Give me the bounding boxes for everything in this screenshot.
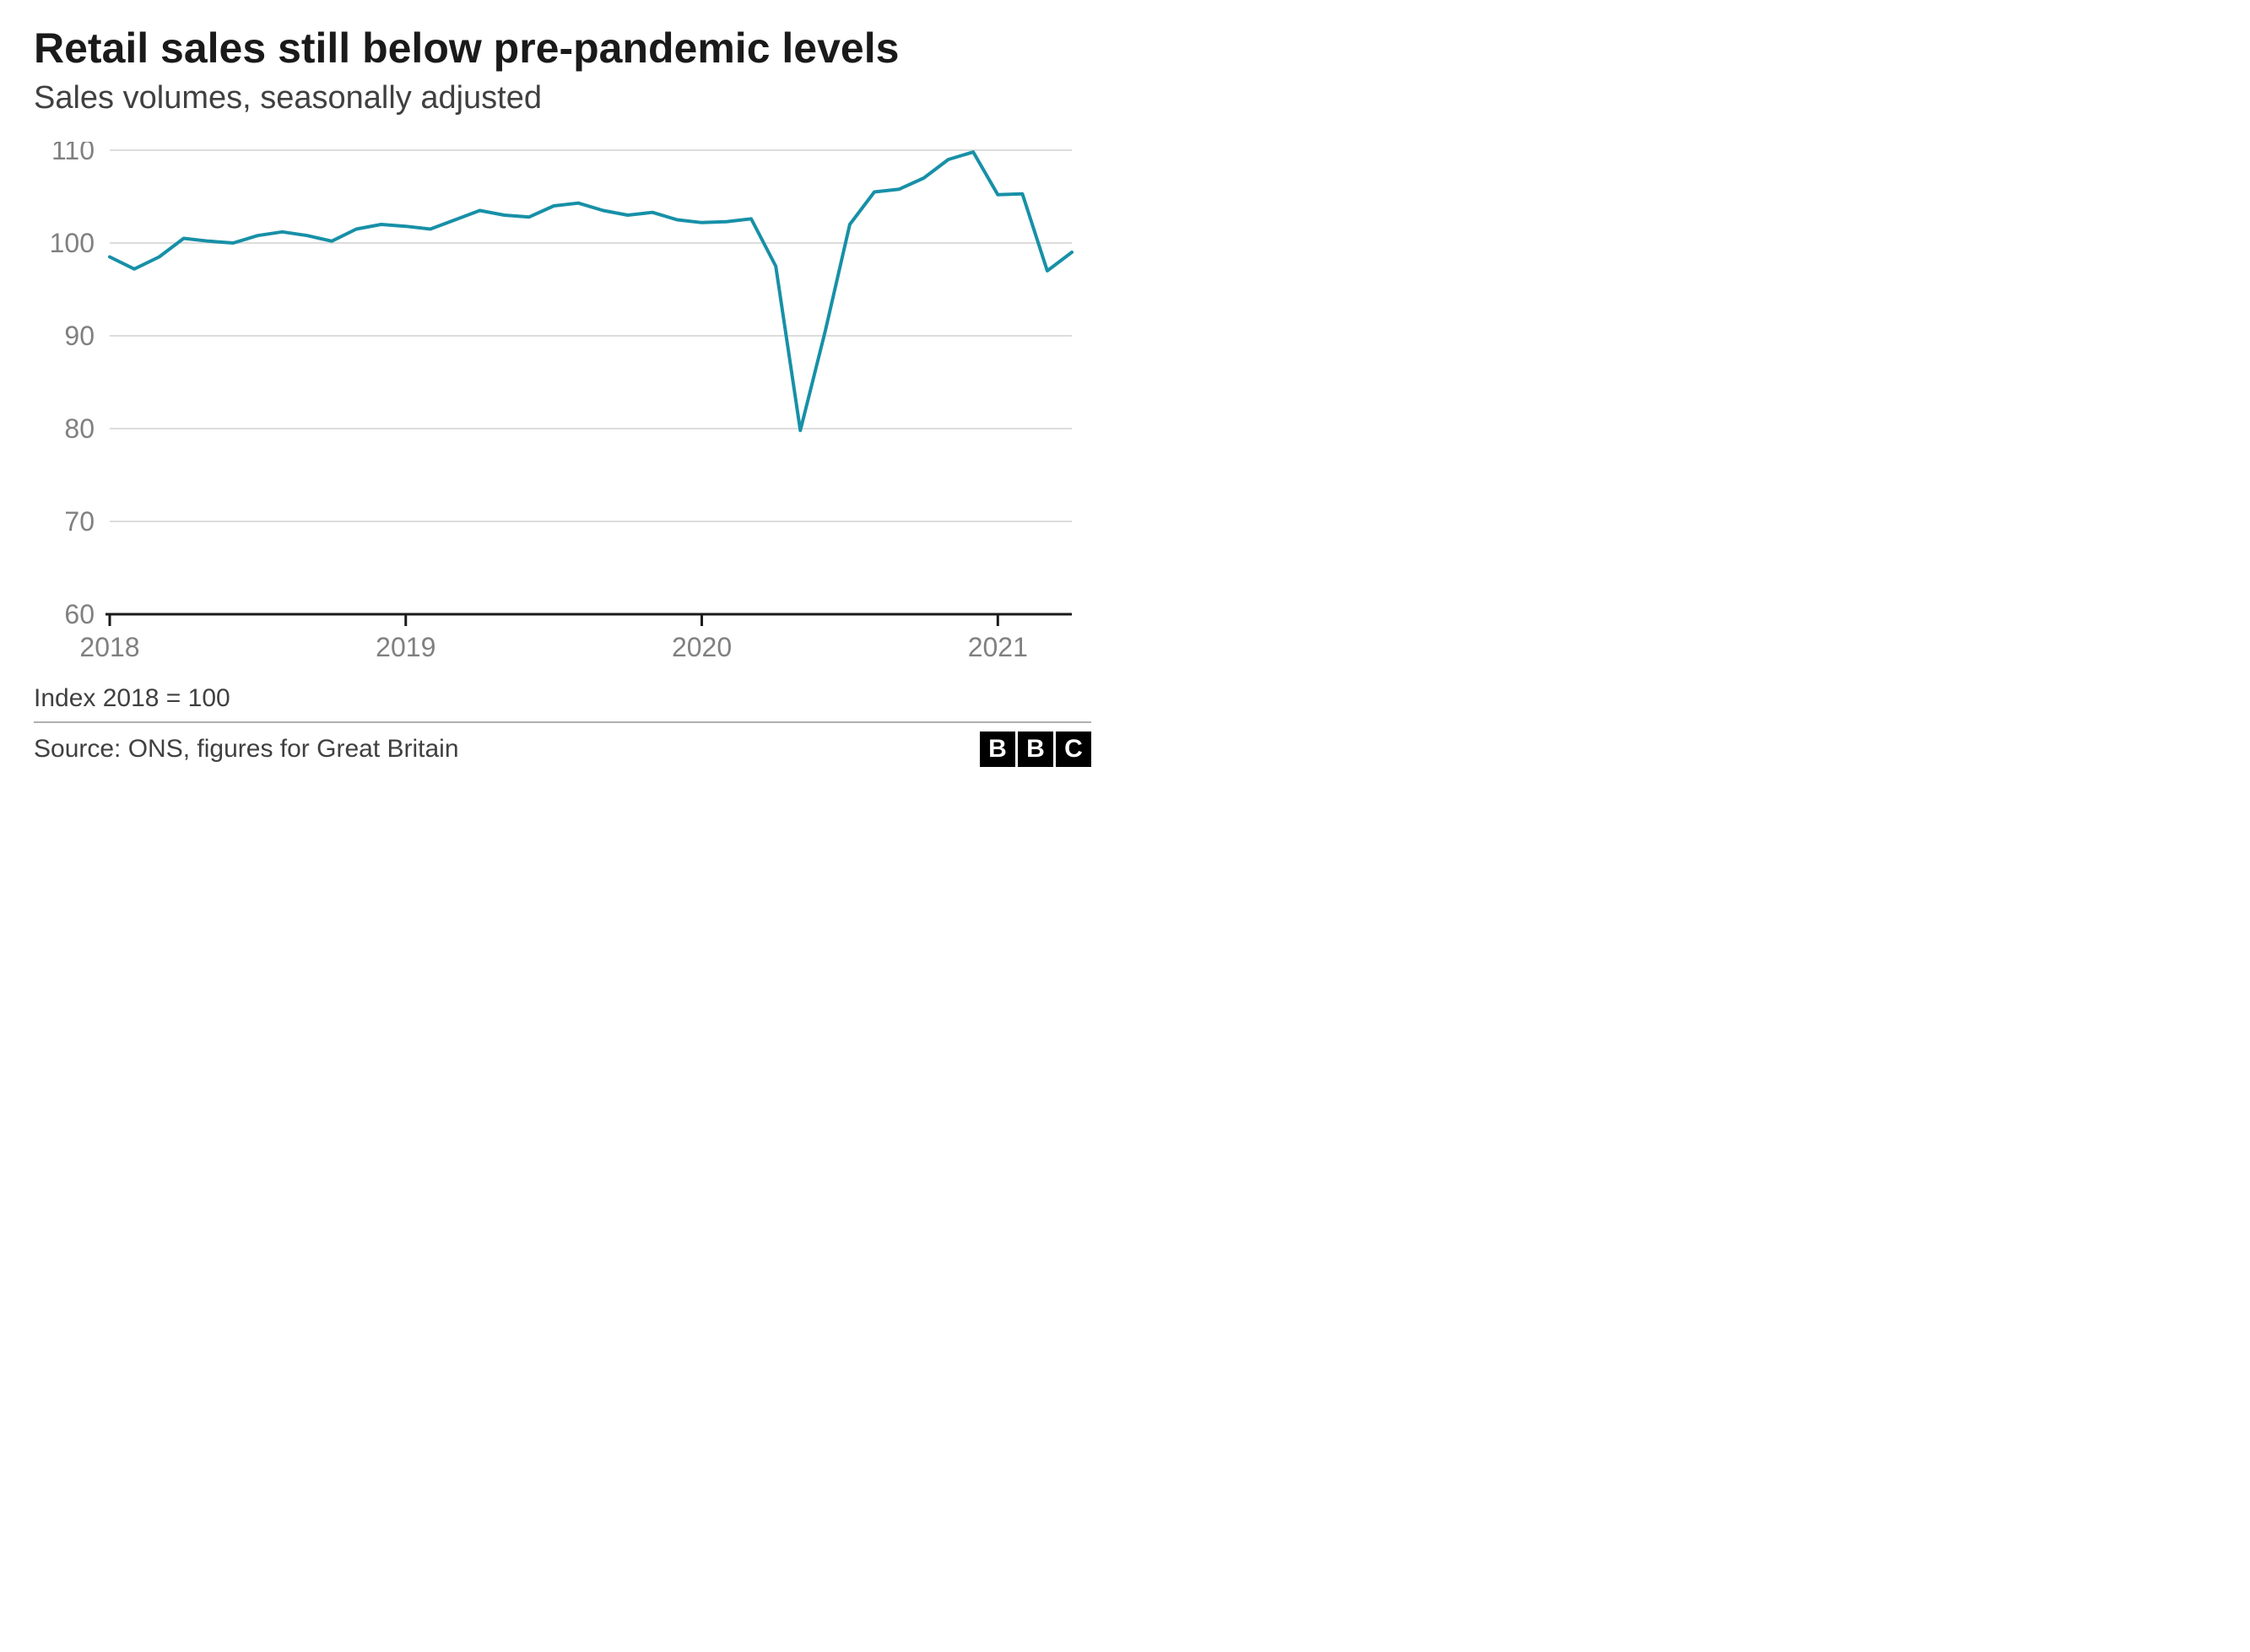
chart-container: Retail sales still below pre-pandemic le… xyxy=(0,0,1125,826)
svg-text:2021: 2021 xyxy=(968,632,1028,662)
svg-text:110: 110 xyxy=(51,142,95,165)
svg-text:2018: 2018 xyxy=(79,632,139,662)
svg-text:100: 100 xyxy=(50,228,95,258)
footer-row: Source: ONS, figures for Great Britain B… xyxy=(34,732,1091,767)
svg-text:80: 80 xyxy=(64,413,95,444)
svg-text:2019: 2019 xyxy=(376,632,435,662)
bbc-logo-letter: B xyxy=(980,732,1015,767)
bbc-logo: BBC xyxy=(980,732,1091,767)
plot-area: 60 70 80 90 100 110 2018 2019 2020 2021 xyxy=(34,142,1091,669)
source-text: Source: ONS, figures for Great Britain xyxy=(34,735,459,764)
bbc-logo-letter: C xyxy=(1056,732,1091,767)
divider xyxy=(34,721,1091,723)
svg-text:70: 70 xyxy=(64,506,95,537)
svg-text:2020: 2020 xyxy=(672,632,732,662)
chart-title: Retail sales still below pre-pandemic le… xyxy=(34,25,1091,72)
bbc-logo-letter: B xyxy=(1018,732,1053,767)
svg-text:90: 90 xyxy=(64,321,95,351)
svg-text:60: 60 xyxy=(64,599,95,629)
chart-subtitle: Sales volumes, seasonally adjusted xyxy=(34,80,1091,116)
line-chart-svg: 60 70 80 90 100 110 2018 2019 2020 2021 xyxy=(34,142,1089,665)
chart-footnote: Index 2018 = 100 xyxy=(34,684,1091,713)
